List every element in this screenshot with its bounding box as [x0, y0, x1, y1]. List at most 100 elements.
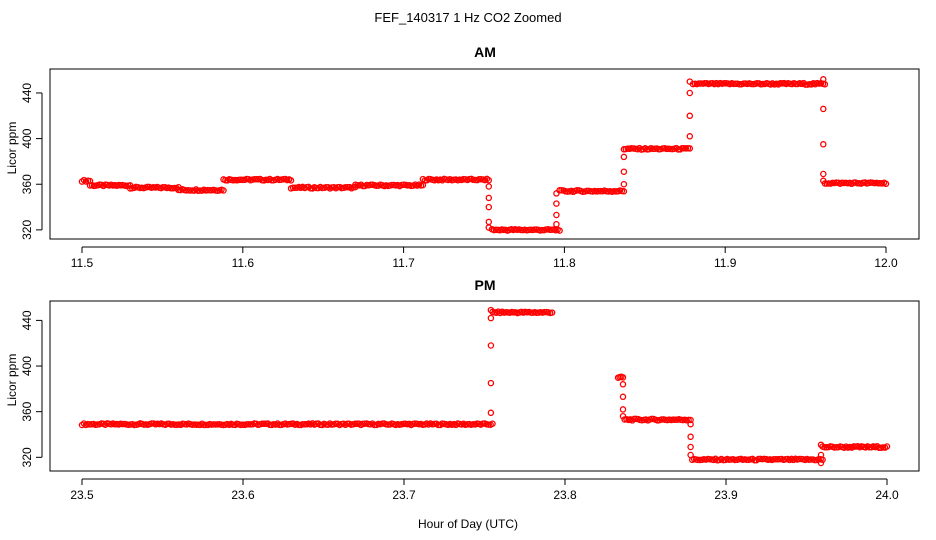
x-tick-label: 11.5 — [71, 256, 94, 270]
y-tick-label: 320 — [20, 447, 34, 467]
data-point — [485, 203, 493, 211]
panel-pm-plot-frame — [49, 300, 920, 472]
data-point — [687, 433, 694, 441]
data-point — [322, 183, 330, 191]
data-point — [687, 451, 694, 459]
panel-am-plot-frame — [49, 68, 920, 240]
panel-pm-points — [78, 306, 891, 467]
panel-pm-xaxis: 23.5 23.6 23.7 23.8 23.9 24.0 — [70, 478, 899, 502]
data-point — [686, 145, 694, 152]
data-point — [820, 141, 827, 148]
x-tick-label: 24.0 — [875, 488, 899, 502]
data-point — [817, 459, 825, 467]
panel-pm-ylabel: Licor ppm — [5, 354, 19, 407]
data-point — [687, 443, 694, 451]
data-point — [807, 456, 815, 463]
data-point — [759, 80, 767, 88]
x-tick-label: 11.6 — [232, 256, 255, 270]
y-tick-label: 320 — [20, 220, 34, 240]
panel-am: AM Licor ppm 11.5 11.6 11.7 11.8 11.9 12.0 32… — [5, 44, 920, 270]
data-point — [687, 416, 694, 424]
data-point — [485, 177, 493, 184]
y-tick-label: 400 — [20, 356, 34, 376]
data-point — [620, 153, 628, 161]
data-point — [487, 342, 495, 349]
data-point — [671, 416, 679, 423]
figure-xlabel: Hour of Day (UTC) — [418, 517, 518, 531]
data-point — [820, 177, 827, 185]
data-point — [686, 133, 694, 140]
x-tick-label: 23.8 — [553, 488, 577, 502]
x-tick-label: 23.5 — [70, 488, 94, 502]
data-point — [770, 455, 778, 463]
data-point — [817, 451, 825, 459]
data-point — [489, 420, 496, 427]
panel-am-xaxis: 11.5 11.6 11.7 11.8 11.9 12.0 — [71, 246, 898, 270]
data-point — [686, 112, 694, 120]
data-point — [260, 420, 268, 428]
x-tick-label: 11.7 — [392, 256, 415, 270]
x-tick-label: 11.8 — [553, 256, 576, 270]
x-tick-label: 11.9 — [714, 256, 737, 270]
panel-am-yaxis: 320 360 400 440 — [20, 83, 43, 240]
data-point — [866, 443, 873, 451]
x-tick-label: 12.0 — [874, 256, 898, 270]
data-point — [287, 177, 295, 184]
data-point — [882, 180, 890, 188]
data-point — [620, 188, 628, 195]
data-point — [820, 170, 827, 178]
y-tick-label: 440 — [20, 310, 34, 330]
panel-am-points — [78, 76, 890, 234]
figure-title: FEF_140317 1 Hz CO2 Zoomed — [374, 10, 561, 25]
data-point — [206, 186, 214, 194]
data-point — [687, 420, 694, 428]
data-point — [553, 211, 560, 219]
panel-am-ylabel: Licor ppm — [5, 122, 19, 175]
y-tick-label: 440 — [20, 83, 34, 103]
data-point — [553, 190, 560, 197]
data-point — [553, 200, 560, 207]
data-point — [485, 194, 493, 202]
panel-pm-title: PM — [475, 277, 496, 293]
data-point — [620, 168, 628, 175]
data-point — [820, 76, 827, 83]
data-point — [795, 455, 803, 463]
y-tick-label: 360 — [20, 174, 34, 194]
data-point — [475, 175, 483, 183]
data-point — [487, 306, 495, 314]
data-point — [291, 184, 299, 191]
data-point — [487, 379, 495, 387]
x-tick-label: 23.7 — [392, 488, 416, 502]
data-point — [548, 309, 556, 316]
data-point — [620, 180, 628, 188]
y-tick-label: 400 — [20, 128, 34, 148]
data-point — [487, 314, 495, 322]
data-point — [619, 381, 627, 388]
data-point — [556, 227, 563, 234]
data-point — [619, 393, 627, 401]
y-tick-label: 360 — [20, 401, 34, 421]
data-point — [485, 183, 493, 190]
data-point — [220, 187, 227, 194]
x-tick-label: 23.9 — [714, 488, 738, 502]
panel-am-title: AM — [474, 44, 496, 60]
data-point — [619, 374, 627, 381]
x-tick-label: 23.6 — [231, 488, 255, 502]
data-point — [619, 412, 627, 420]
data-point — [817, 441, 825, 449]
data-point — [186, 187, 194, 194]
panel-pm-yaxis: 320 360 400 440 — [20, 310, 43, 467]
data-point — [686, 89, 694, 97]
data-point — [196, 187, 204, 194]
data-point — [485, 224, 493, 231]
data-point — [553, 220, 560, 228]
data-point — [541, 308, 548, 316]
data-point — [686, 78, 694, 85]
data-point — [883, 443, 891, 450]
panel-pm: PM Licor ppm 23.5 23.6 23.7 23.8 23.9 24.0 32… — [5, 277, 920, 502]
data-point — [487, 409, 495, 417]
data-point — [820, 105, 827, 113]
data-point — [619, 406, 627, 413]
data-point — [342, 183, 349, 191]
